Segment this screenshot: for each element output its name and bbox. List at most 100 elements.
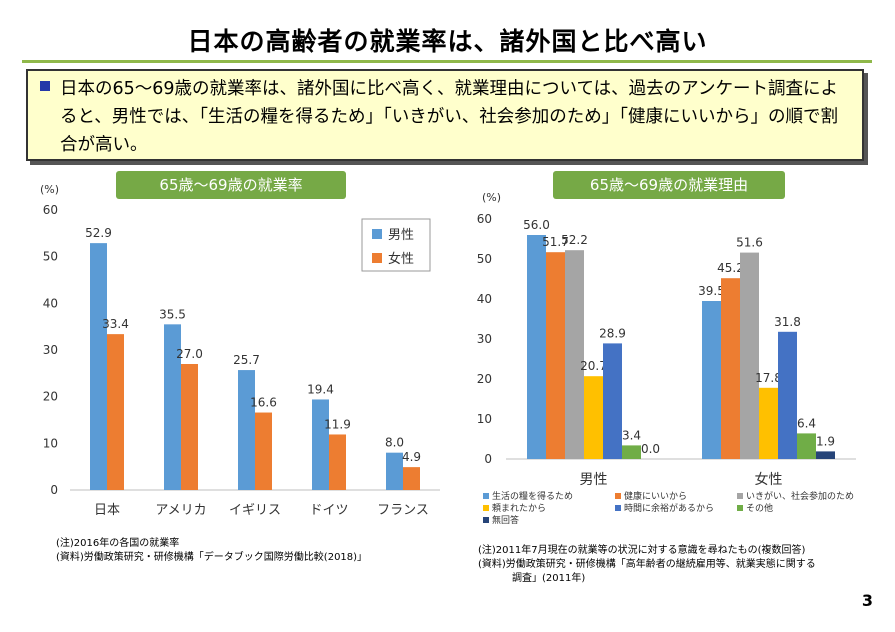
chart1-value-label: 25.7 <box>233 353 260 367</box>
chart2-title: 65歳～69歳の就業理由 <box>553 171 785 199</box>
chart2-legend-label: 健康にいいから <box>624 490 687 502</box>
chart1-notes: (注)2016年の各国の就業率 (資料)労働政策研究・研修機構「データブック国際… <box>56 537 367 565</box>
chart1-category-label: アメリカ <box>155 503 206 518</box>
chart1-bar <box>403 467 420 490</box>
chart1-bar <box>90 243 107 490</box>
chart1-source: (資料)労働政策研究・研修機構「データブック国際労働比較(2018)」 <box>56 552 368 563</box>
chart1-category-label: ドイツ <box>309 503 348 518</box>
chart1-bar <box>312 399 329 490</box>
chart1-ytick: 10 <box>43 436 58 450</box>
page-number: 3 <box>861 591 873 610</box>
chart1-ytick: 40 <box>43 296 58 310</box>
chart2-ytick: 60 <box>477 212 492 226</box>
chart2-legend-swatch <box>737 505 743 511</box>
chart1-ytick: 0 <box>50 483 58 497</box>
chart2-bar <box>584 376 603 459</box>
chart1-value-label: 16.6 <box>250 396 277 410</box>
chart2-bar <box>740 252 759 459</box>
chart2-value-label: 1.9 <box>816 434 835 448</box>
chart2-value-label: 51.7 <box>542 235 569 249</box>
chart2-ytick: 40 <box>477 292 492 306</box>
chart1-legend-swatch <box>372 253 382 263</box>
chart1-value-label: 11.9 <box>324 417 351 431</box>
chart2-bar <box>527 235 546 459</box>
chart2-legend-swatch <box>483 493 489 499</box>
chart2-bar <box>546 252 565 459</box>
chart2-ytick: 0 <box>484 452 492 466</box>
chart2-bar <box>778 331 797 459</box>
chart2-legend-swatch <box>615 493 621 499</box>
chart2-value-label: 52.2 <box>561 233 588 247</box>
chart1-category-label: イギリス <box>229 503 281 518</box>
chart2-category-label: 女性 <box>755 471 783 488</box>
chart2-source-cont: 調査」(2011年) <box>512 573 586 584</box>
chart1-unit: (%) <box>40 183 59 196</box>
chart2-value-label: 17.8 <box>755 371 782 385</box>
chart2-value-label: 39.5 <box>698 284 725 298</box>
chart1-bar <box>386 452 403 490</box>
chart2-category-label: 男性 <box>580 472 608 488</box>
chart2-notes: (注)2011年7月現在の就業等の状況に対する意識を尋ねたもの(複数回答) (資… <box>478 544 816 586</box>
chart2-value-label: 3.4 <box>622 428 641 442</box>
chart2-bar <box>603 343 622 459</box>
chart2-legend-swatch <box>483 505 489 511</box>
chart1-bar <box>255 412 272 490</box>
title-rule <box>22 60 872 63</box>
chart1-legend-swatch <box>372 229 382 239</box>
page-title: 日本の高齢者の就業率は、諸外国と比べ高い <box>187 27 708 56</box>
chart2-bar <box>702 301 721 459</box>
chart2-ytick: 30 <box>477 332 492 346</box>
chart2-value-label: 56.0 <box>523 218 550 232</box>
chart2-legend-label: いきがい、社会参加のため <box>746 490 854 502</box>
chart2-value-label: 6.4 <box>797 416 816 430</box>
chart1-ytick: 20 <box>43 390 58 404</box>
chart2-bar <box>565 250 584 459</box>
chart2-value-label: 31.8 <box>774 315 801 329</box>
chart2-bar <box>797 433 816 459</box>
chart2-ytick: 20 <box>477 372 492 386</box>
chart2-bar <box>816 451 835 459</box>
chart1-category-label: 日本 <box>94 503 120 518</box>
chart1-ytick: 30 <box>43 343 58 357</box>
chart1-bar <box>107 334 124 490</box>
chart1-value-label: 4.9 <box>402 450 421 464</box>
chart1-legend-label: 女性 <box>388 251 414 267</box>
chart1-category-label: フランス <box>377 503 429 518</box>
chart1-note: (注)2016年の各国の就業率 <box>56 538 180 549</box>
chart1-value-label: 33.4 <box>102 317 129 331</box>
chart2-legend-label: 生活の糧を得るため <box>492 490 573 502</box>
chart1-bar <box>181 364 198 490</box>
summary-box: 日本の65～69歳の就業率は、諸外国に比べ高く、就業理由については、過去のアンケ… <box>26 69 864 161</box>
chart1-value-label: 19.4 <box>307 382 334 396</box>
chart2-legend-swatch <box>737 493 743 499</box>
chart1-value-label: 52.9 <box>85 226 112 240</box>
chart1-title: 65歳～69歳の就業率 <box>116 171 346 199</box>
chart2-bar <box>759 387 778 459</box>
chart2-value-label: 45.2 <box>717 261 744 275</box>
summary-text: 日本の65～69歳の就業率は、諸外国に比べ高く、就業理由については、過去のアンケ… <box>60 79 839 155</box>
chart2-legend-label: 頼まれたから <box>492 503 546 514</box>
chart2-bar <box>622 445 641 459</box>
chart2-unit: (%) <box>482 191 501 204</box>
chart2-value-label: 51.6 <box>736 236 763 250</box>
chart1-ytick: 50 <box>43 250 58 264</box>
chart1-value-label: 35.5 <box>159 307 186 321</box>
chart2-legend-label: その他 <box>746 502 773 514</box>
chart1-value-label: 8.0 <box>385 436 404 450</box>
chart1-bar <box>164 324 181 490</box>
chart1-bar <box>238 370 255 490</box>
chart2-value-label: 28.9 <box>599 326 626 340</box>
chart2-ytick: 50 <box>477 252 492 266</box>
chart2-legend-swatch <box>483 517 489 523</box>
chart1-value-label: 27.0 <box>176 347 203 361</box>
chart2-source: (資料)労働政策研究・研修機構「高年齢者の継続雇用等、就業実態に関する <box>478 559 816 570</box>
chart2-value-label: 20.7 <box>580 359 607 373</box>
chart2-legend-swatch <box>615 505 621 511</box>
bullet-icon <box>40 81 50 91</box>
chart1-bar <box>329 434 346 490</box>
chart2-legend-label: 無回答 <box>492 514 519 526</box>
chart1-ytick: 60 <box>43 203 58 217</box>
chart2-note: (注)2011年7月現在の就業等の状況に対する意識を尋ねたもの(複数回答) <box>478 545 806 556</box>
chart2-ytick: 10 <box>477 412 492 426</box>
